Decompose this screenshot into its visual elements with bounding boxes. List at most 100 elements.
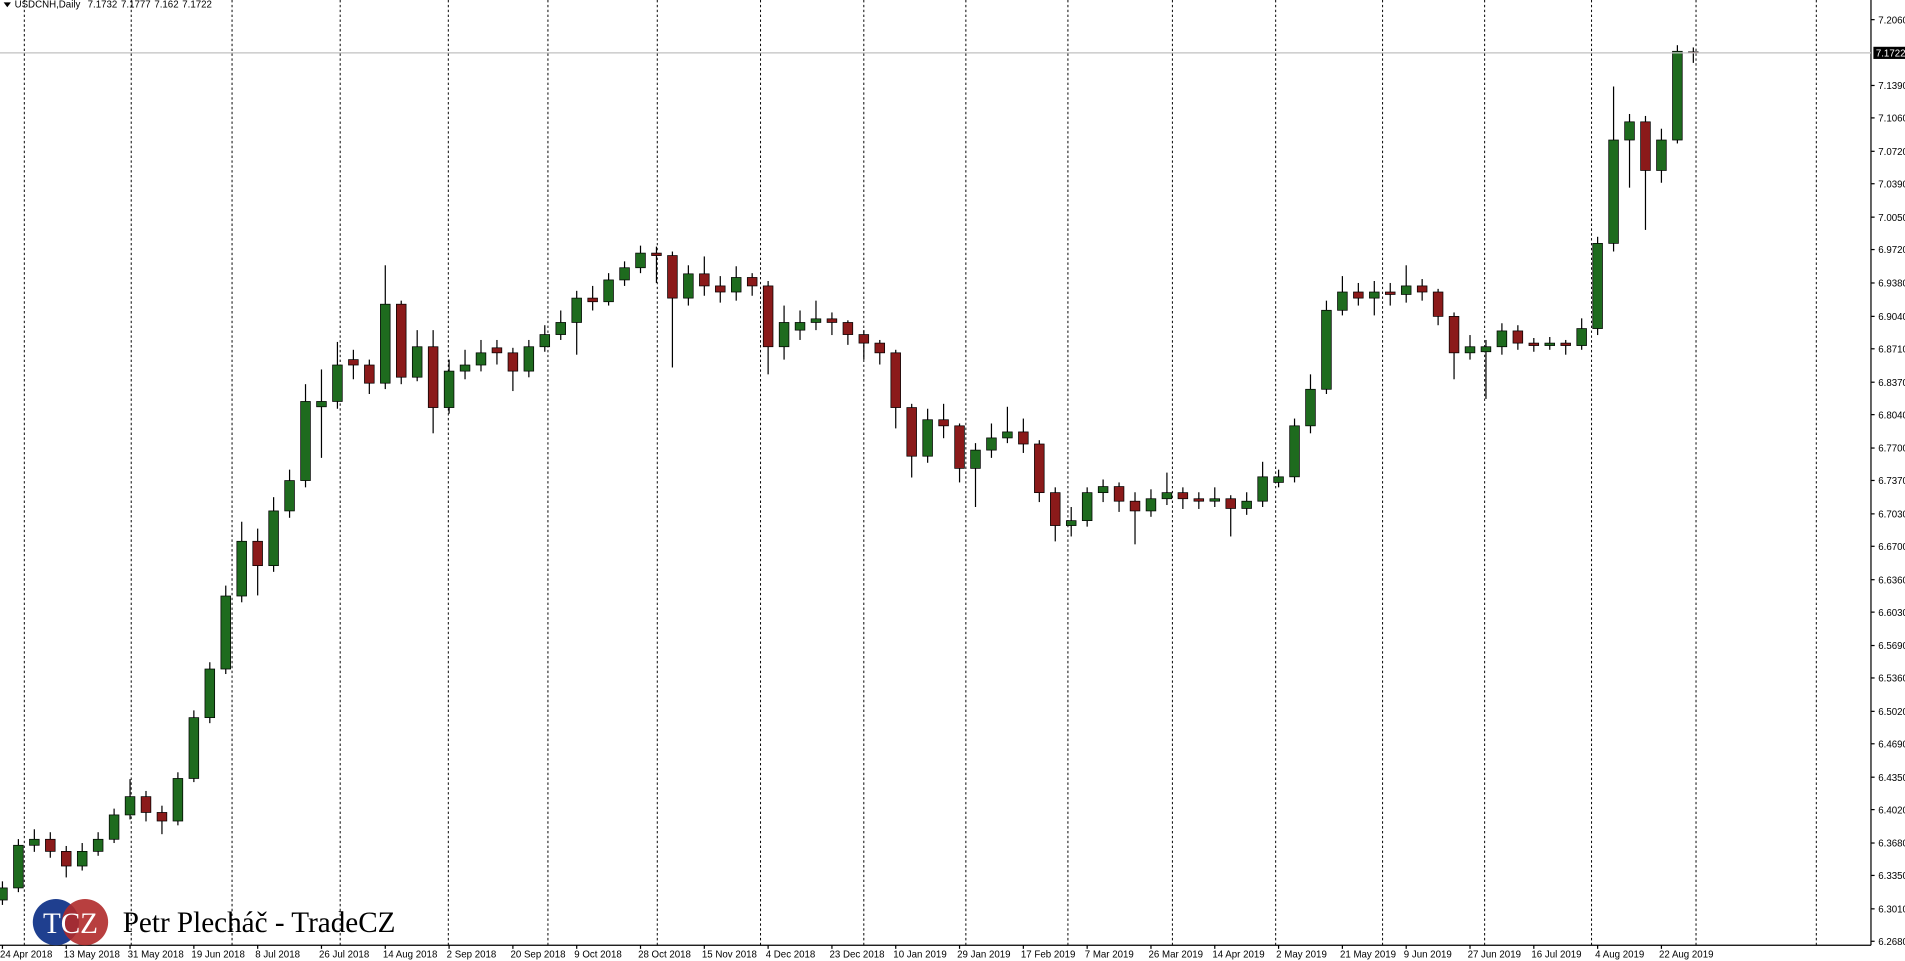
- candle-body: [1018, 431, 1029, 445]
- candle-body: [284, 480, 295, 512]
- candle-body: [1129, 500, 1141, 512]
- x-tick-label: 20 Sep 2018: [510, 949, 565, 960]
- candle-body: [507, 352, 519, 372]
- x-tick-label: 15 Nov 2018: [702, 949, 757, 960]
- y-tick-label: 6.7370: [1878, 476, 1905, 487]
- candle-body: [1528, 342, 1540, 346]
- candle-body: [667, 255, 678, 299]
- x-tick-label: 31 May 2018: [128, 949, 184, 960]
- candle-body: [29, 838, 40, 846]
- x-tick-label: 4 Aug 2019: [1595, 949, 1644, 960]
- candle-body: [810, 318, 822, 323]
- candle-body: [1241, 500, 1252, 509]
- candle-body: [156, 812, 168, 822]
- candle-body: [651, 252, 662, 256]
- y-tick-label: 6.3010: [1878, 904, 1905, 915]
- period-separators: [23, 0, 1817, 946]
- x-tick-label: 21 May 2019: [1340, 949, 1396, 960]
- x-tick-label: 27 Jun 2019: [1468, 949, 1521, 960]
- candle-body: [1145, 498, 1157, 512]
- candle-body: [1624, 121, 1635, 141]
- candle-body: [396, 303, 407, 378]
- x-tick-label: 23 Dec 2018: [830, 949, 885, 960]
- candle-body: [491, 347, 503, 354]
- candle-body: [1050, 492, 1061, 526]
- candle-body: [220, 595, 231, 670]
- candle-body: [874, 342, 886, 354]
- x-tick-label: 8 Jul 2018: [255, 949, 300, 960]
- candle-body: [1496, 330, 1508, 348]
- candle-body: [906, 407, 917, 457]
- x-tick-label: 2 Sep 2018: [447, 949, 497, 960]
- candle-body: [1608, 139, 1619, 244]
- chart-header: USDCNH,Daily 7.1732 7.1777 7.162 7.1722: [15, 0, 212, 10]
- x-tick-label: 14 Apr 2019: [1212, 949, 1264, 960]
- candle-body: [1560, 342, 1571, 346]
- candle-body: [986, 437, 997, 451]
- candle-body: [300, 401, 311, 481]
- x-tick-label: 7 Mar 2019: [1085, 949, 1134, 960]
- candle-body: [1321, 309, 1332, 390]
- candle-body: [938, 419, 949, 427]
- candle-body: [619, 267, 630, 281]
- header-open: 7.1732: [88, 0, 118, 10]
- y-tick-label: 6.8710: [1878, 344, 1905, 355]
- candle-body: [45, 838, 56, 852]
- candle-body: [252, 540, 263, 567]
- candle-body: [1257, 476, 1268, 502]
- y-tick-label: 6.7030: [1878, 510, 1905, 521]
- y-tick-label: 6.8040: [1878, 410, 1905, 421]
- candle-body: [443, 370, 455, 408]
- candle-body: [778, 322, 790, 348]
- candle-body: [1480, 346, 1492, 353]
- x-tick-label: 24 Apr 2018: [0, 949, 52, 960]
- y-tick-label: 7.1060: [1878, 114, 1905, 125]
- candle-body: [587, 297, 598, 303]
- candle-body: [555, 322, 566, 335]
- candle-body: [475, 352, 487, 366]
- y-tick-label: 6.7700: [1878, 444, 1905, 455]
- x-tick-label: 28 Oct 2018: [638, 949, 691, 960]
- candle-body: [236, 540, 247, 597]
- candle-body: [970, 449, 981, 469]
- y-tick-label: 6.4690: [1878, 739, 1905, 750]
- candle-body: [1385, 291, 1396, 295]
- y-tick-label: 6.3680: [1878, 839, 1905, 850]
- y-tick-label: 7.0050: [1878, 213, 1905, 224]
- header-low: 7.162: [154, 0, 178, 10]
- candle-body: [1448, 316, 1460, 354]
- candle-body: [268, 510, 279, 567]
- candle-body: [954, 425, 965, 469]
- candle-body: [539, 334, 551, 348]
- candle-body: [380, 303, 391, 384]
- candle-body: [76, 851, 88, 867]
- candle-body: [0, 887, 8, 901]
- candle-body: [1400, 285, 1412, 295]
- candle-body: [730, 277, 742, 293]
- y-tick-label: 6.2680: [1878, 937, 1905, 948]
- header-close: 7.1722: [182, 0, 212, 10]
- y-tick-label: 7.1390: [1878, 81, 1905, 92]
- candle-body: [1337, 291, 1348, 311]
- x-tick-label: 26 Jul 2018: [319, 949, 369, 960]
- last-price-box: [1873, 46, 1905, 59]
- x-tick-label: 4 Dec 2018: [766, 949, 816, 960]
- y-tick-label: 6.6360: [1878, 575, 1905, 586]
- candle-body: [1672, 50, 1683, 141]
- candle-body: [794, 322, 806, 331]
- candle-body: [1177, 492, 1189, 500]
- candle-body: [1193, 498, 1205, 502]
- candle-body: [364, 364, 375, 384]
- y-tick-label: 6.6030: [1878, 608, 1905, 619]
- candle-body: [890, 352, 901, 408]
- menu-triangle[interactable]: [3, 2, 11, 8]
- x-tick-label: 2 May 2019: [1276, 949, 1327, 960]
- x-tick-label: 19 Jun 2018: [191, 949, 244, 960]
- candle-body: [858, 334, 870, 344]
- candle-body: [348, 359, 359, 366]
- y-tick-label: 6.5020: [1878, 707, 1905, 718]
- y-tick-label: 6.8370: [1878, 378, 1905, 389]
- x-tick-label: 9 Jun 2019: [1404, 949, 1452, 960]
- x-tick-label: 22 Aug 2019: [1659, 949, 1714, 960]
